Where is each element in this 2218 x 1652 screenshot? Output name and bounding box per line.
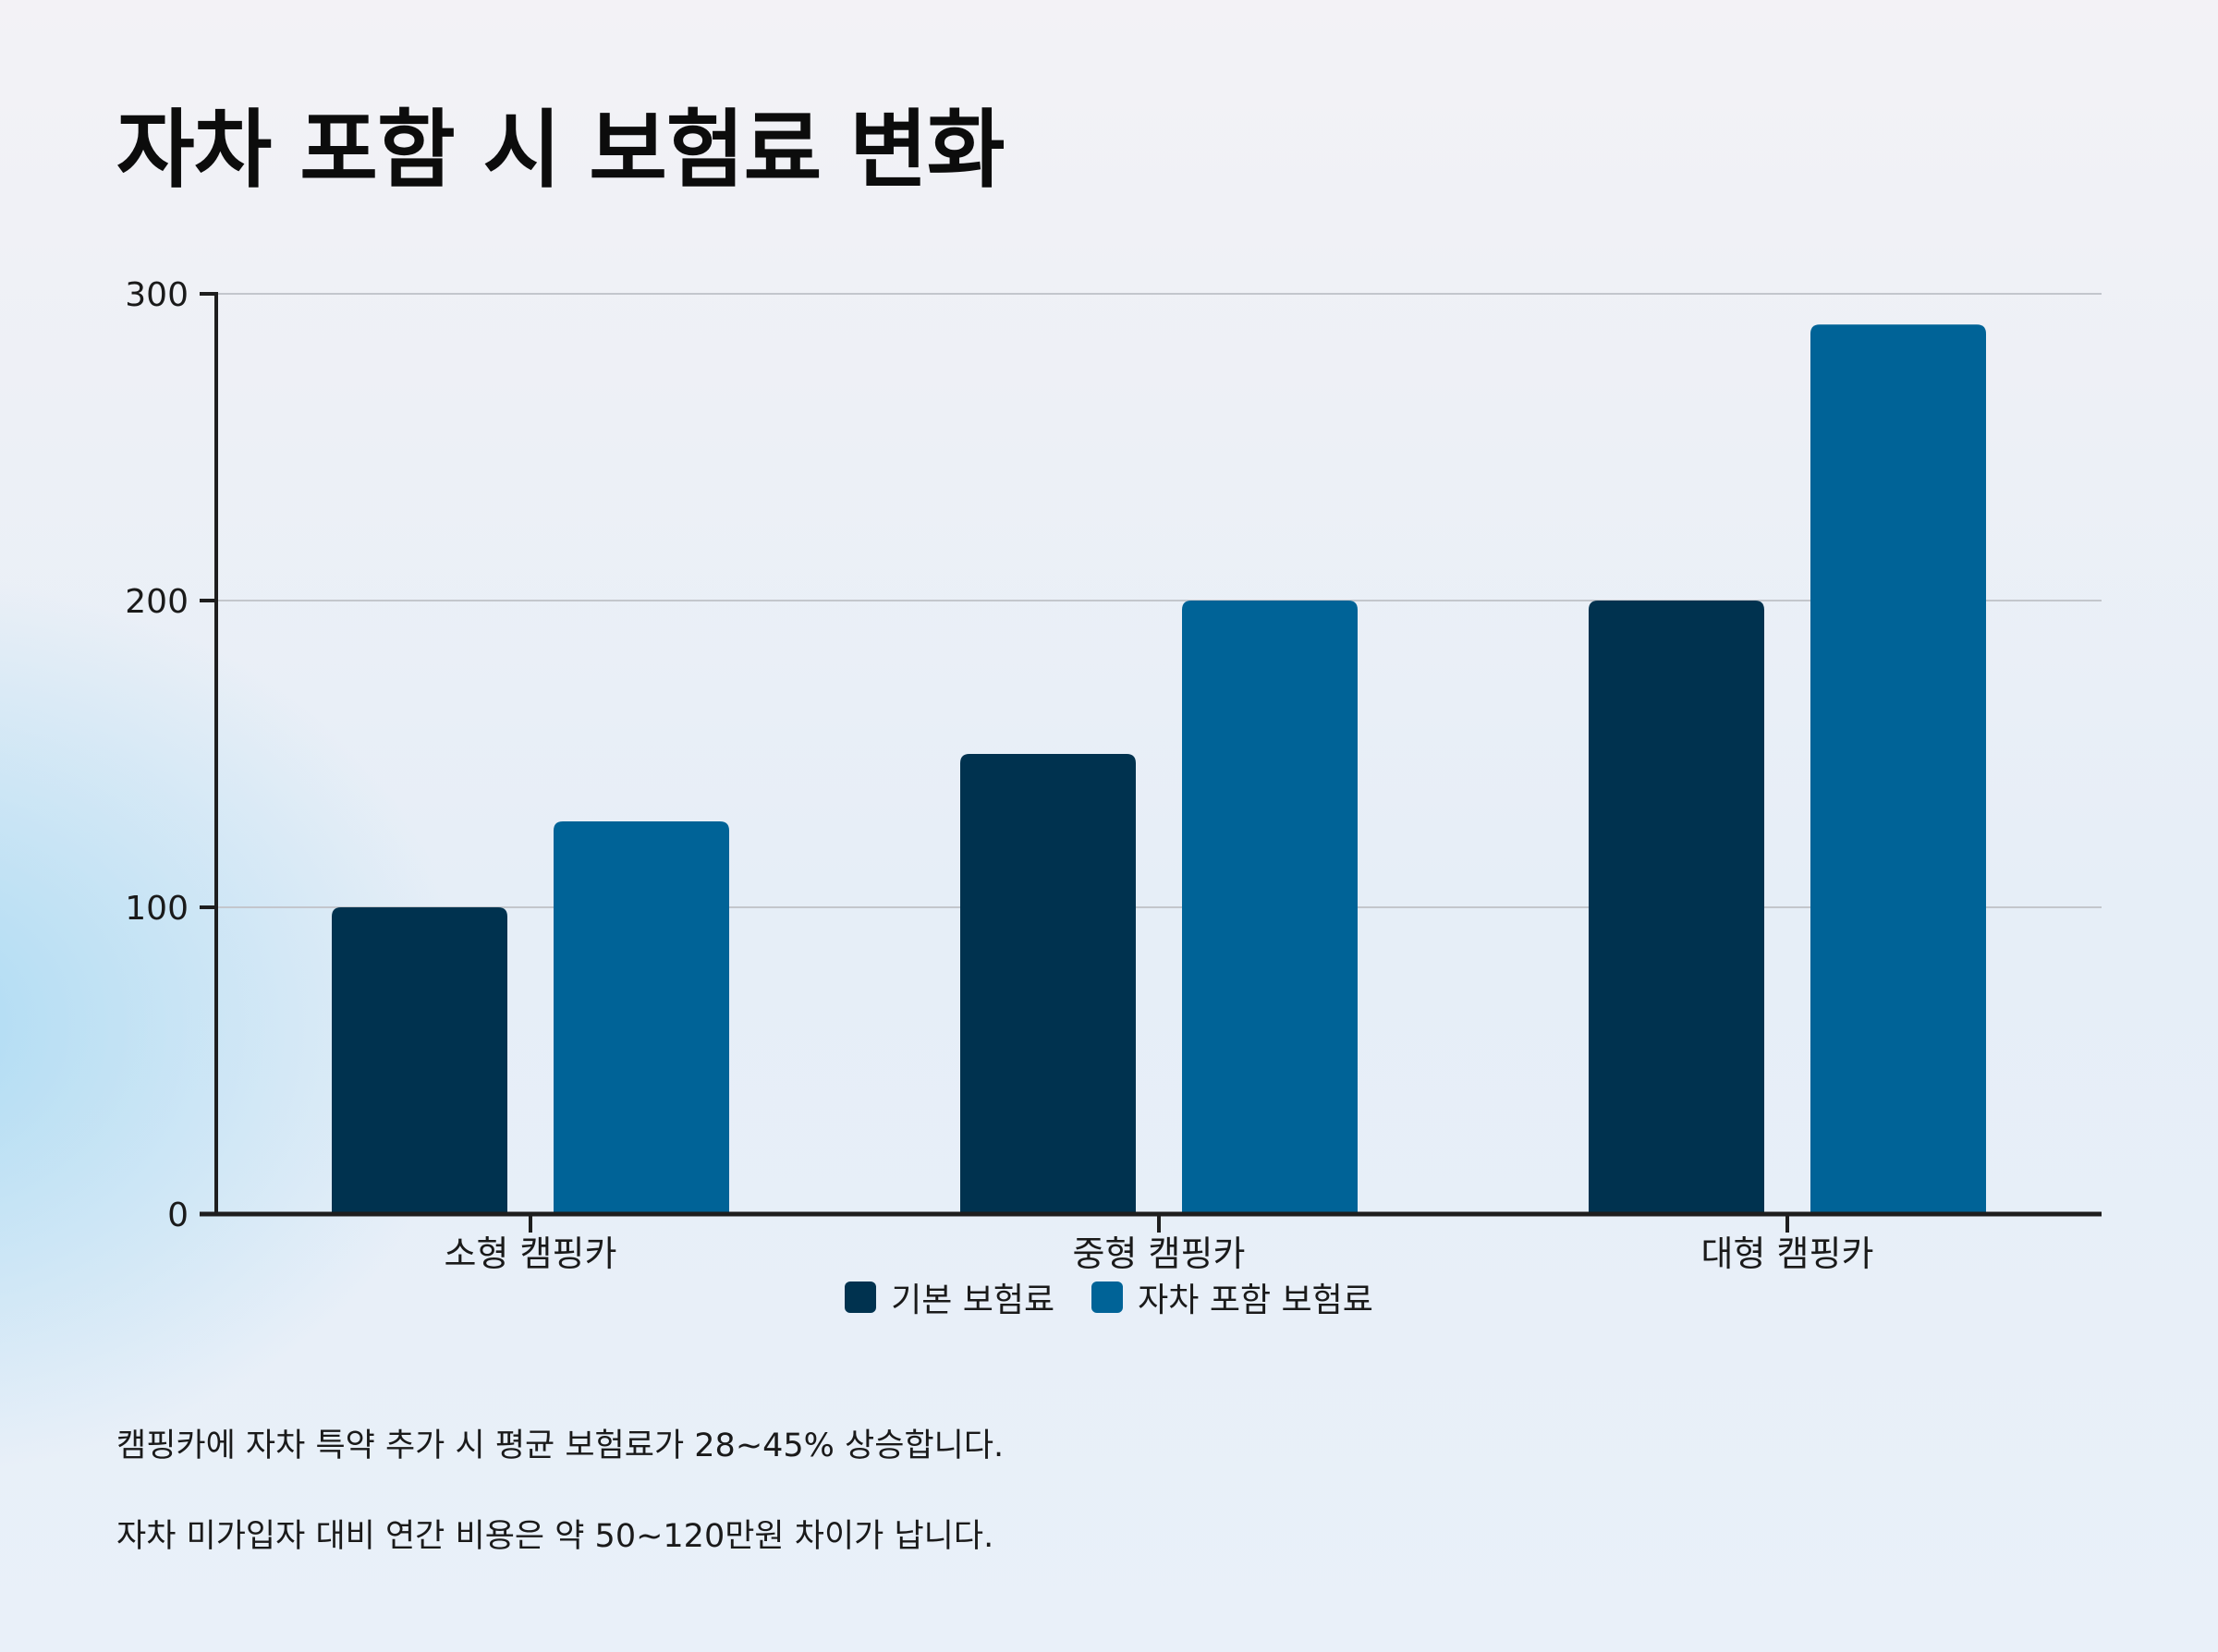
y-tick-label: 300 bbox=[125, 276, 189, 314]
y-tick-label: 0 bbox=[167, 1196, 189, 1234]
y-tick-label: 100 bbox=[125, 890, 189, 928]
legend-label-own-damage: 자차 포함 보험료 bbox=[1138, 1282, 1373, 1319]
note-premium-increase: 캠핑카에 자차 특약 추가 시 평균 보험료가 28~45% 상승합니다. bbox=[116, 1427, 1005, 1464]
x-category-label: 대형 캠핑카 bbox=[1701, 1233, 1874, 1274]
bar-own-damage-1 bbox=[1182, 601, 1358, 1214]
y-tick-label: 200 bbox=[125, 583, 189, 621]
bar-own-damage-2 bbox=[1810, 324, 1986, 1214]
legend-swatch-own-damage bbox=[1091, 1282, 1124, 1313]
bar-chart: 0 100 200 300 소형 캠핑카 중형 캠핑카 대형 캠핑카 bbox=[125, 276, 2102, 1274]
bar-base-0 bbox=[332, 907, 507, 1214]
note-annual-cost-gap: 자차 미가입자 대비 연간 비용은 약 50~120만원 차이가 납니다. bbox=[116, 1518, 994, 1555]
bar-base-2 bbox=[1589, 601, 1764, 1214]
x-category-label: 중형 캠핑카 bbox=[1073, 1233, 1246, 1274]
legend-label-base: 기본 보험료 bbox=[891, 1282, 1055, 1319]
chart-legend: 기본 보험료 자차 포함 보험료 bbox=[0, 1273, 2218, 1321]
bar-base-1 bbox=[960, 754, 1136, 1214]
bar-own-damage-0 bbox=[554, 821, 729, 1214]
legend-swatch-base bbox=[845, 1282, 877, 1313]
x-category-label: 소형 캠핑카 bbox=[445, 1233, 617, 1274]
legend-item-base: 기본 보험료 bbox=[845, 1273, 1054, 1321]
legend-item-own-damage: 자차 포함 보험료 bbox=[1091, 1273, 1373, 1321]
chart-title: 자차 포함 시 보험료 변화 bbox=[116, 101, 1005, 200]
